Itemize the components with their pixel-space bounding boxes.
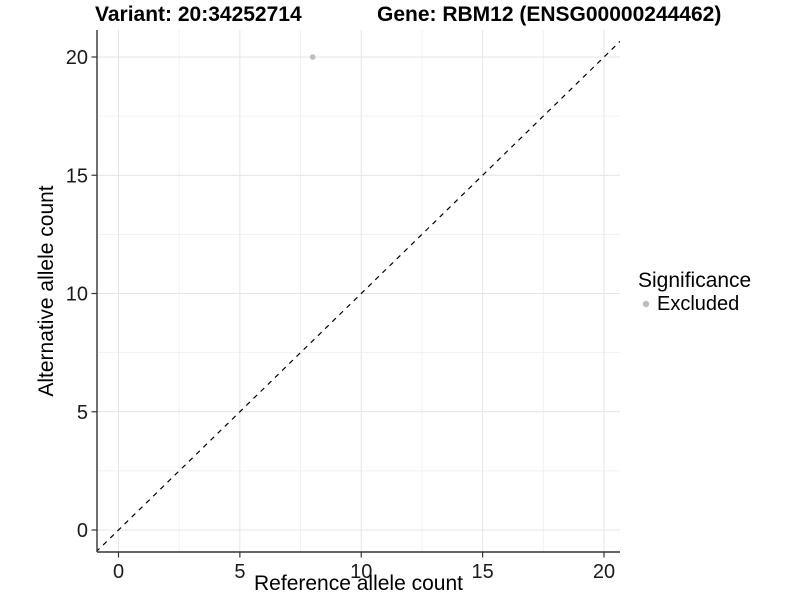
x-axis-tick-label: 5 [234, 561, 245, 583]
plot-title-variant: Variant: 20:34252714 [95, 3, 302, 26]
legend-title: Significance [638, 269, 752, 292]
data-point [309, 54, 316, 60]
y-axis-tick-label: 20 [66, 47, 88, 69]
panel-background [97, 30, 620, 552]
plot-title-gene: Gene: RBM12 (ENSG00000244462) [377, 3, 722, 26]
legend-key-dot-icon [642, 300, 650, 308]
legend: Significance Excluded [638, 268, 751, 315]
x-axis-tick-label: 20 [593, 561, 615, 583]
y-axis-tick-label: 15 [66, 165, 88, 187]
x-axis-tick-label: 0 [113, 561, 124, 583]
y-axis-tick-label: 0 [77, 520, 88, 542]
legend-key-dot [642, 300, 650, 308]
x-axis-title: Reference allele count [254, 572, 463, 595]
y-axis-tick-label: 5 [77, 402, 88, 424]
y-axis-title: Alternative allele count [35, 185, 58, 397]
legend-item-excluded: Excluded [638, 293, 751, 315]
y-axis-tick-label: 10 [66, 284, 88, 306]
legend-item-label: Excluded [657, 293, 740, 315]
x-axis-tick-label: 10 [350, 561, 372, 583]
x-axis-tick-label: 15 [472, 561, 494, 583]
